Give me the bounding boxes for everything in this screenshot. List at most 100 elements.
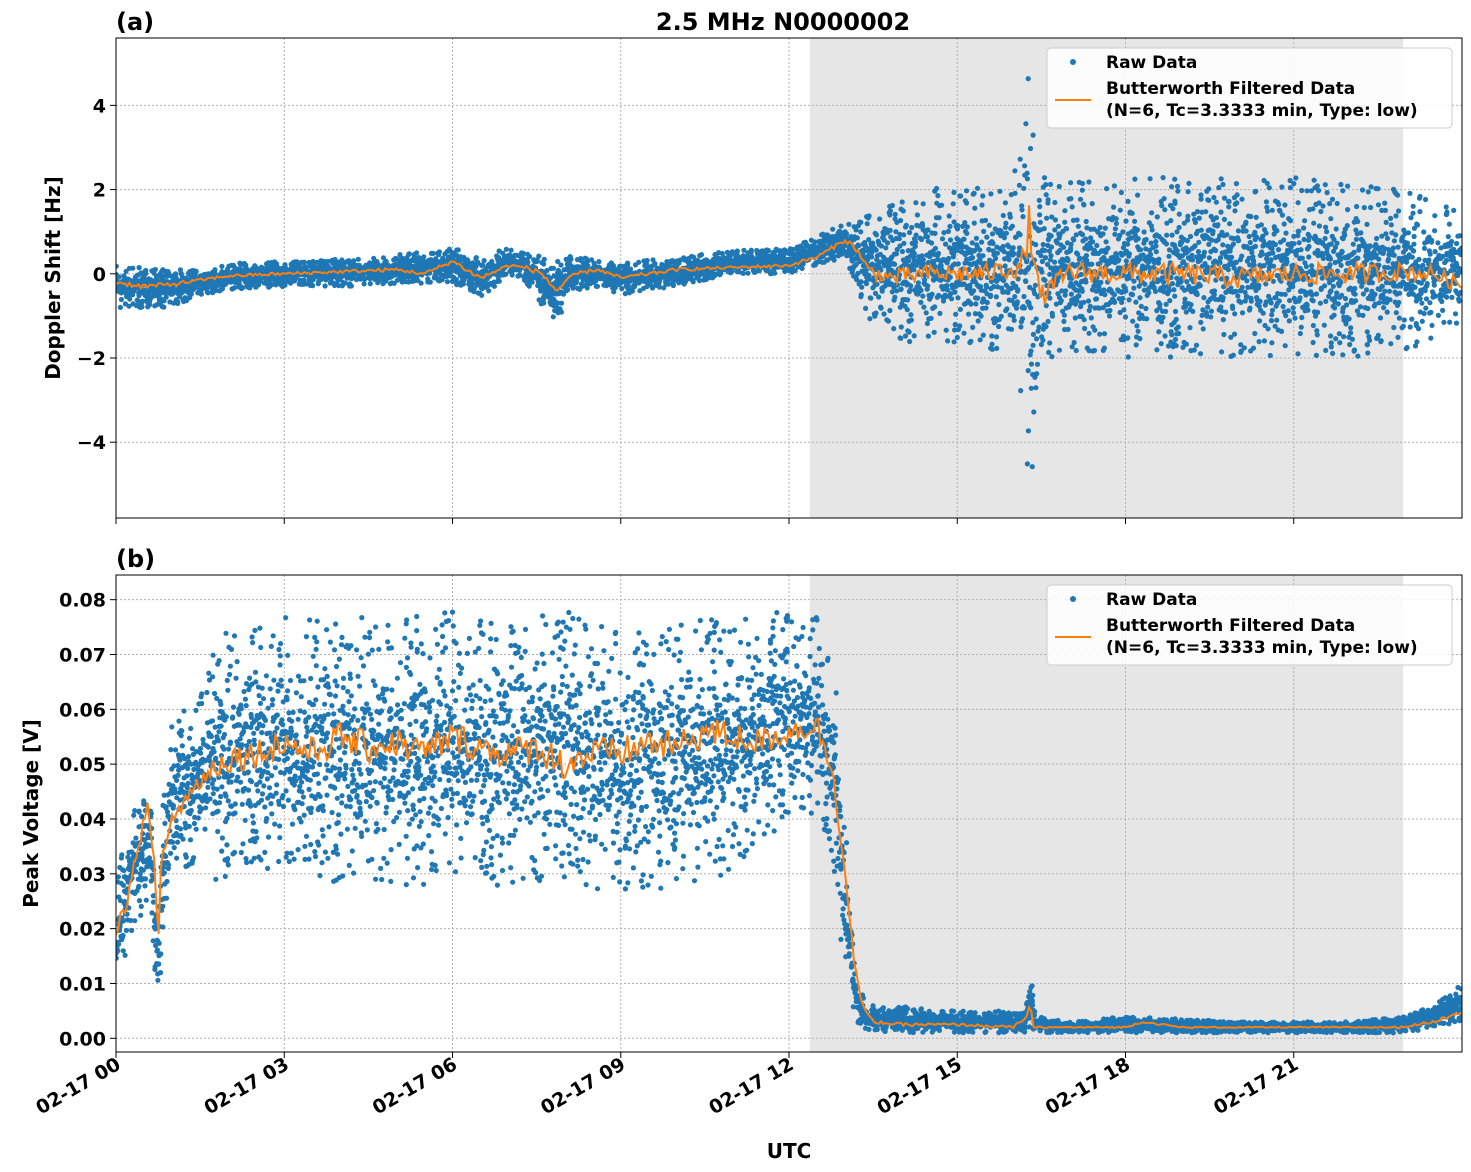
raw-data-point [1363,287,1370,293]
raw-data-point [1297,295,1303,301]
raw-data-point [1209,237,1215,243]
raw-data-point [873,232,880,238]
raw-data-point [1246,233,1252,240]
raw-data-point [1344,302,1350,308]
raw-data-point [1226,204,1232,210]
raw-data-point [1023,278,1029,284]
raw-data-point [1252,229,1258,235]
raw-data-point [1175,324,1181,330]
raw-data-point [1333,336,1339,342]
raw-data-point [1393,310,1399,316]
raw-data-point [116,274,122,280]
raw-data-point [1037,204,1043,210]
raw-data-point [1134,227,1140,233]
raw-data-point [1019,316,1026,322]
raw-data-point [1247,239,1253,246]
raw-data-point [1269,207,1275,213]
raw-data-point [903,222,909,228]
raw-data-point [1364,221,1370,227]
raw-data-point [1120,295,1126,301]
raw-data-point [1189,257,1196,263]
raw-data-point [1347,341,1353,348]
raw-data-point [1355,255,1361,261]
raw-data-point [1290,284,1296,290]
raw-data-point [1342,232,1348,238]
raw-data-point [947,237,954,243]
raw-data-point [1149,227,1155,233]
raw-data-point [1223,309,1229,315]
raw-data-point [1383,231,1389,237]
raw-data-point [1040,337,1046,343]
raw-data-point [1048,233,1054,239]
raw-data-point [475,260,481,266]
raw-data-point [928,315,934,321]
raw-data-point [479,262,486,268]
raw-data-point [1077,255,1083,261]
raw-data-point [1391,238,1397,244]
raw-data-point [1158,319,1165,325]
raw-data-point [1153,238,1159,245]
raw-data-point [1021,305,1027,311]
raw-data-point [525,259,531,265]
raw-data-point [1195,249,1202,255]
raw-data-point [547,275,553,281]
raw-data-point [1112,226,1118,232]
raw-data-point [1283,313,1289,319]
raw-data-point [1121,307,1127,313]
raw-data-point [907,229,913,236]
raw-data-point [858,229,864,235]
raw-data-point [1206,241,1212,247]
raw-data-point [1074,217,1080,223]
raw-data-point [1141,229,1147,235]
raw-data-point [918,236,925,243]
raw-data-point [904,307,910,313]
raw-data-point [1233,288,1239,294]
raw-data-point [1281,221,1287,227]
raw-data-point [1033,385,1039,391]
raw-data-point [1042,277,1048,283]
raw-data-point [1045,318,1051,325]
raw-data-point [929,291,935,297]
raw-data-point [887,227,893,233]
raw-data-point [1103,239,1109,245]
raw-data-point [558,300,565,306]
raw-data-point [989,231,996,237]
raw-data-point [843,231,850,237]
raw-data-point [932,222,938,228]
raw-data-point [1338,279,1344,285]
raw-data-point [1028,361,1035,367]
raw-data-point [1354,203,1360,210]
raw-data-point [1015,287,1021,293]
raw-data-point [1230,241,1236,247]
raw-data-point [932,304,938,310]
raw-data-point [1369,280,1375,286]
raw-data-point [946,255,952,262]
raw-data-point [1338,262,1344,268]
raw-data-point [1039,269,1045,275]
raw-data-point [1274,317,1280,323]
raw-data-point [1022,163,1028,169]
raw-data-point [937,310,943,316]
raw-data-point [1111,292,1117,298]
raw-data-point [1275,247,1282,253]
raw-data-point [1007,214,1013,220]
raw-data-point [1299,314,1305,321]
raw-data-point [1020,214,1026,220]
raw-data-point [1144,316,1150,322]
raw-data-point [1093,296,1100,302]
raw-data-point [1243,228,1249,234]
raw-data-point [1327,262,1333,268]
raw-data-point [883,245,889,251]
raw-data-point [1163,241,1169,247]
raw-data-point [898,217,904,224]
raw-data-point [1187,233,1194,240]
raw-data-point [1196,215,1202,221]
raw-data-point [1000,212,1006,219]
raw-data-point [1192,219,1198,225]
raw-data-point [964,230,970,236]
raw-data-point [1217,255,1224,261]
raw-data-point [1393,232,1399,238]
raw-data-point [263,265,269,271]
raw-data-point [1220,295,1226,301]
